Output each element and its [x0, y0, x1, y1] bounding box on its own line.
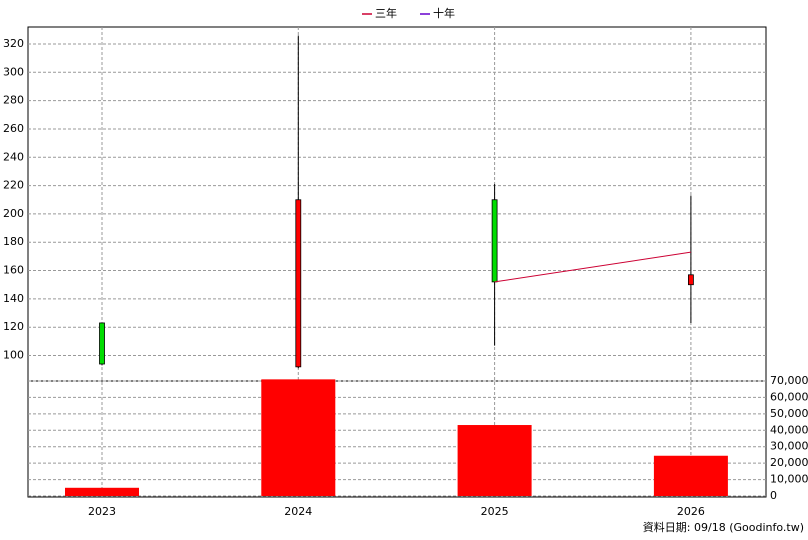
- volume-bar: [653, 455, 728, 496]
- y-tick-label: 260: [3, 122, 24, 135]
- candle-body: [491, 199, 498, 283]
- y2-tick-label: 30,000: [770, 440, 808, 453]
- y2-tick-label: 10,000: [770, 473, 808, 486]
- plot-frame: [27, 26, 767, 498]
- candle-body: [295, 199, 302, 368]
- x-tick-label: 2026: [677, 505, 705, 518]
- volume-bar: [457, 425, 532, 496]
- y2-tick-label: 50,000: [770, 407, 808, 420]
- candle-body: [99, 322, 105, 365]
- x-tick-label: 2024: [284, 505, 312, 518]
- y-tick-label: 120: [3, 320, 24, 333]
- x-tick-label: 2023: [88, 505, 116, 518]
- y-tick-label: 140: [3, 292, 24, 305]
- y-tick-label: 300: [3, 65, 24, 78]
- x-tick-label: 2025: [481, 505, 509, 518]
- line-series: [494, 251, 691, 283]
- y2-tick-label: 70,000: [770, 374, 808, 387]
- y-tick-label: 320: [3, 37, 24, 50]
- volume-bar: [65, 487, 139, 496]
- legend-label: 十年: [433, 6, 455, 20]
- y-tick-label: 200: [3, 207, 24, 220]
- y2-tick-label: 40,000: [770, 423, 808, 436]
- y-tick-label: 220: [3, 179, 24, 192]
- y-tick-label: 240: [3, 150, 24, 163]
- y-tick-label: 280: [3, 94, 24, 107]
- y-tick-label: 100: [3, 349, 24, 362]
- legend-label: 三年: [375, 6, 397, 20]
- y2-tick-label: 0: [770, 489, 777, 502]
- footer: 資料日期: 09/18 (Goodinfo.tw): [643, 520, 804, 534]
- y2-tick-label: 20,000: [770, 456, 808, 469]
- y-tick-label: 180: [3, 235, 24, 248]
- y-tick-label: 160: [3, 264, 24, 277]
- y2-tick-label: 60,000: [770, 390, 808, 403]
- volume-bar: [261, 379, 336, 496]
- candle-body: [688, 274, 694, 286]
